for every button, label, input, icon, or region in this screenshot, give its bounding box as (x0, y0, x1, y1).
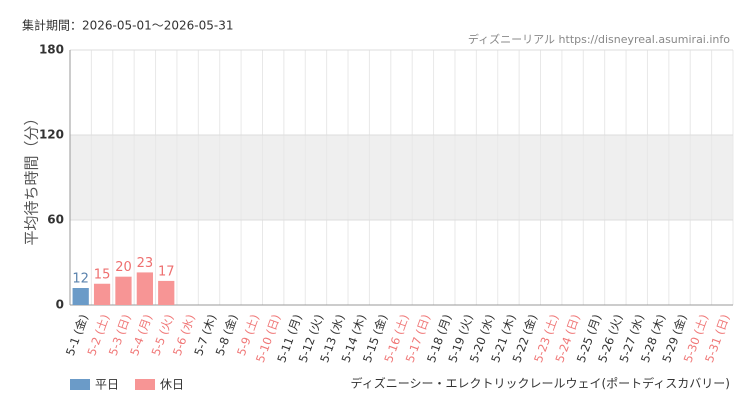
legend-label: 平日 (95, 378, 119, 392)
value-label: 23 (137, 256, 154, 271)
shaded-band (70, 135, 733, 220)
y-axis-label: 平均待ち時間（分） (23, 110, 41, 245)
y-tick-label: 180 (39, 43, 64, 57)
value-label: 12 (72, 272, 89, 287)
bar (115, 276, 132, 305)
legend-swatch (135, 379, 155, 390)
bar (72, 288, 89, 305)
source: ディズニーリアル https://disneyreal.asumirai.inf… (468, 32, 730, 46)
bar (158, 280, 175, 305)
value-label: 20 (115, 260, 132, 275)
value-label: 17 (158, 264, 175, 279)
y-tick-label: 0 (56, 298, 64, 312)
footer: ディズニーシー・エレクトリックレールウェイ(ポートディスカバリー) (351, 376, 730, 391)
y-tick-label: 120 (39, 128, 64, 142)
period: 集計期間：2026-05-01～2026-05-31 (22, 18, 233, 33)
bar (136, 272, 153, 305)
legend-label: 休日 (160, 378, 184, 392)
legend-swatch (70, 379, 90, 390)
bar (93, 283, 111, 305)
y-tick-label: 60 (47, 213, 64, 227)
value-label: 15 (94, 267, 111, 282)
